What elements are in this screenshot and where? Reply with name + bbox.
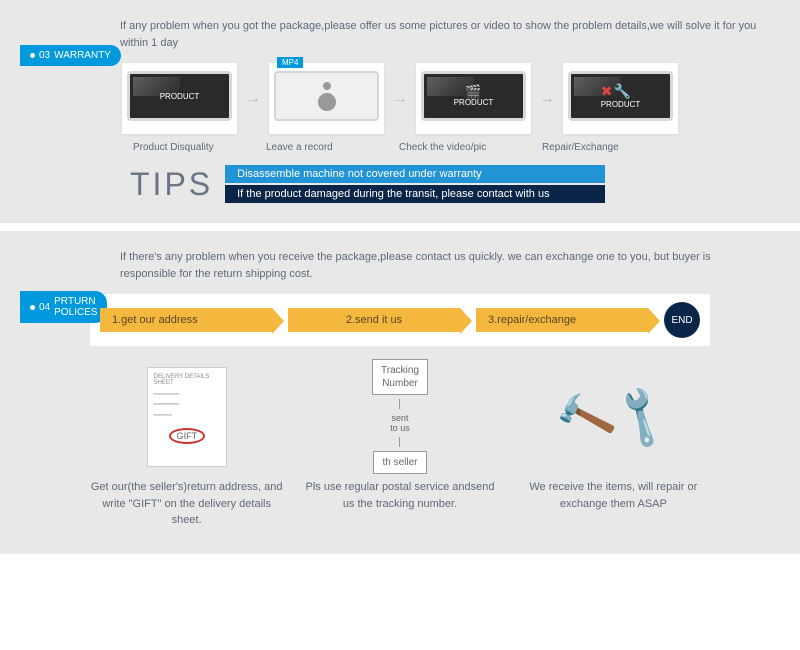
warranty-labels: Product Disquality Leave a record Check … [0, 136, 800, 153]
return-tag: 04 PRTURNPOLICES [20, 291, 107, 323]
col-text: Get our(the seller's)return address, and… [90, 479, 283, 529]
card-label: Repair/Exchange [542, 136, 667, 153]
step-arrow: 1.get our address [100, 308, 272, 332]
return-columns: DELIVERY DETAILS SHEET ━━━━━━━━━━━━━━━━━… [0, 364, 800, 529]
arrow-icon: → [392, 90, 408, 108]
return-col: 🔨🔧 We receive the items, will repair or … [517, 364, 710, 529]
warranty-section: If any problem when you got the package,… [0, 0, 800, 223]
tag-label: PRTURNPOLICES [54, 296, 97, 318]
product-monitor-icon: PRODUCT [127, 71, 232, 121]
tips-bars: Disassemble machine not covered under wa… [225, 165, 605, 203]
mp4-badge: MP4 [277, 57, 303, 68]
col-text: Pls use regular postal service andsend u… [303, 479, 496, 512]
return-section: If there's any problem when you receive … [0, 231, 800, 554]
warranty-card: MP4 [269, 63, 384, 134]
gift-label: GIFT [169, 428, 206, 444]
col-text: We receive the items, will repair or exc… [517, 479, 710, 512]
card-label: Check the video/pic [399, 136, 534, 153]
return-col: DELIVERY DETAILS SHEET ━━━━━━━━━━━━━━━━━… [90, 364, 283, 529]
clapper-monitor-icon: 🎬PRODUCT [421, 71, 526, 121]
card-label: Product Disquality [133, 136, 258, 153]
tip-bar: Disassemble machine not covered under wa… [225, 165, 605, 183]
steps-row: 1.get our address 2.send it us 3.repair/… [90, 294, 710, 346]
card-label: Leave a record [266, 136, 391, 153]
return-intro: If there's any problem when you receive … [0, 241, 800, 294]
arrow-icon: → [539, 90, 555, 108]
warranty-card: 🎬PRODUCT [416, 63, 531, 134]
arrow-icon: → [245, 90, 261, 108]
warranty-cards: PRODUCT → MP4 → 🎬PRODUCT → ✖🔧PRODUCT [0, 63, 800, 134]
speaker-icon [274, 71, 379, 121]
tag-label: WARRANTY [54, 50, 111, 61]
step-arrow: 2.send it us [288, 308, 460, 332]
tools-monitor-icon: ✖🔧PRODUCT [568, 71, 673, 121]
warranty-card: PRODUCT [122, 63, 237, 134]
hammer-wrench-icon: 🔨🔧 [517, 364, 710, 469]
tracking-flow-icon: TrackingNumber sentto us th seller [303, 364, 496, 469]
step-arrow: 3.repair/exchange [476, 308, 648, 332]
tips-heading: TIPS [130, 166, 213, 203]
tip-bar: If the product damaged during the transi… [225, 185, 605, 203]
warranty-tag: 03 WARRANTY [20, 45, 121, 66]
tag-number: 04 [39, 302, 50, 313]
warranty-card: ✖🔧PRODUCT [563, 63, 678, 134]
delivery-sheet-icon: DELIVERY DETAILS SHEET ━━━━━━━━━━━━━━━━━… [90, 364, 283, 469]
return-col: TrackingNumber sentto us th seller Pls u… [303, 364, 496, 529]
tips-row: TIPS Disassemble machine not covered und… [0, 153, 800, 208]
tag-number: 03 [39, 50, 50, 61]
end-badge: END [664, 302, 700, 338]
